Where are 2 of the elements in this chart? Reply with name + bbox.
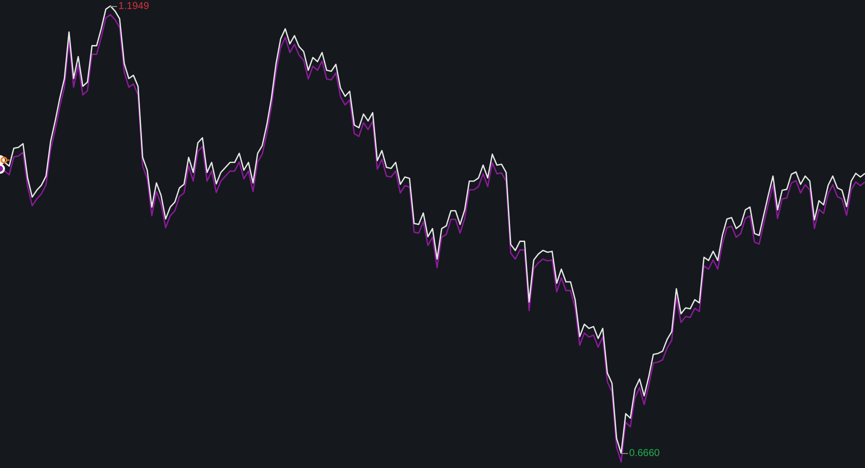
annotation: 1.1949 xyxy=(118,0,150,12)
annotation: 0.6660 xyxy=(629,448,660,459)
